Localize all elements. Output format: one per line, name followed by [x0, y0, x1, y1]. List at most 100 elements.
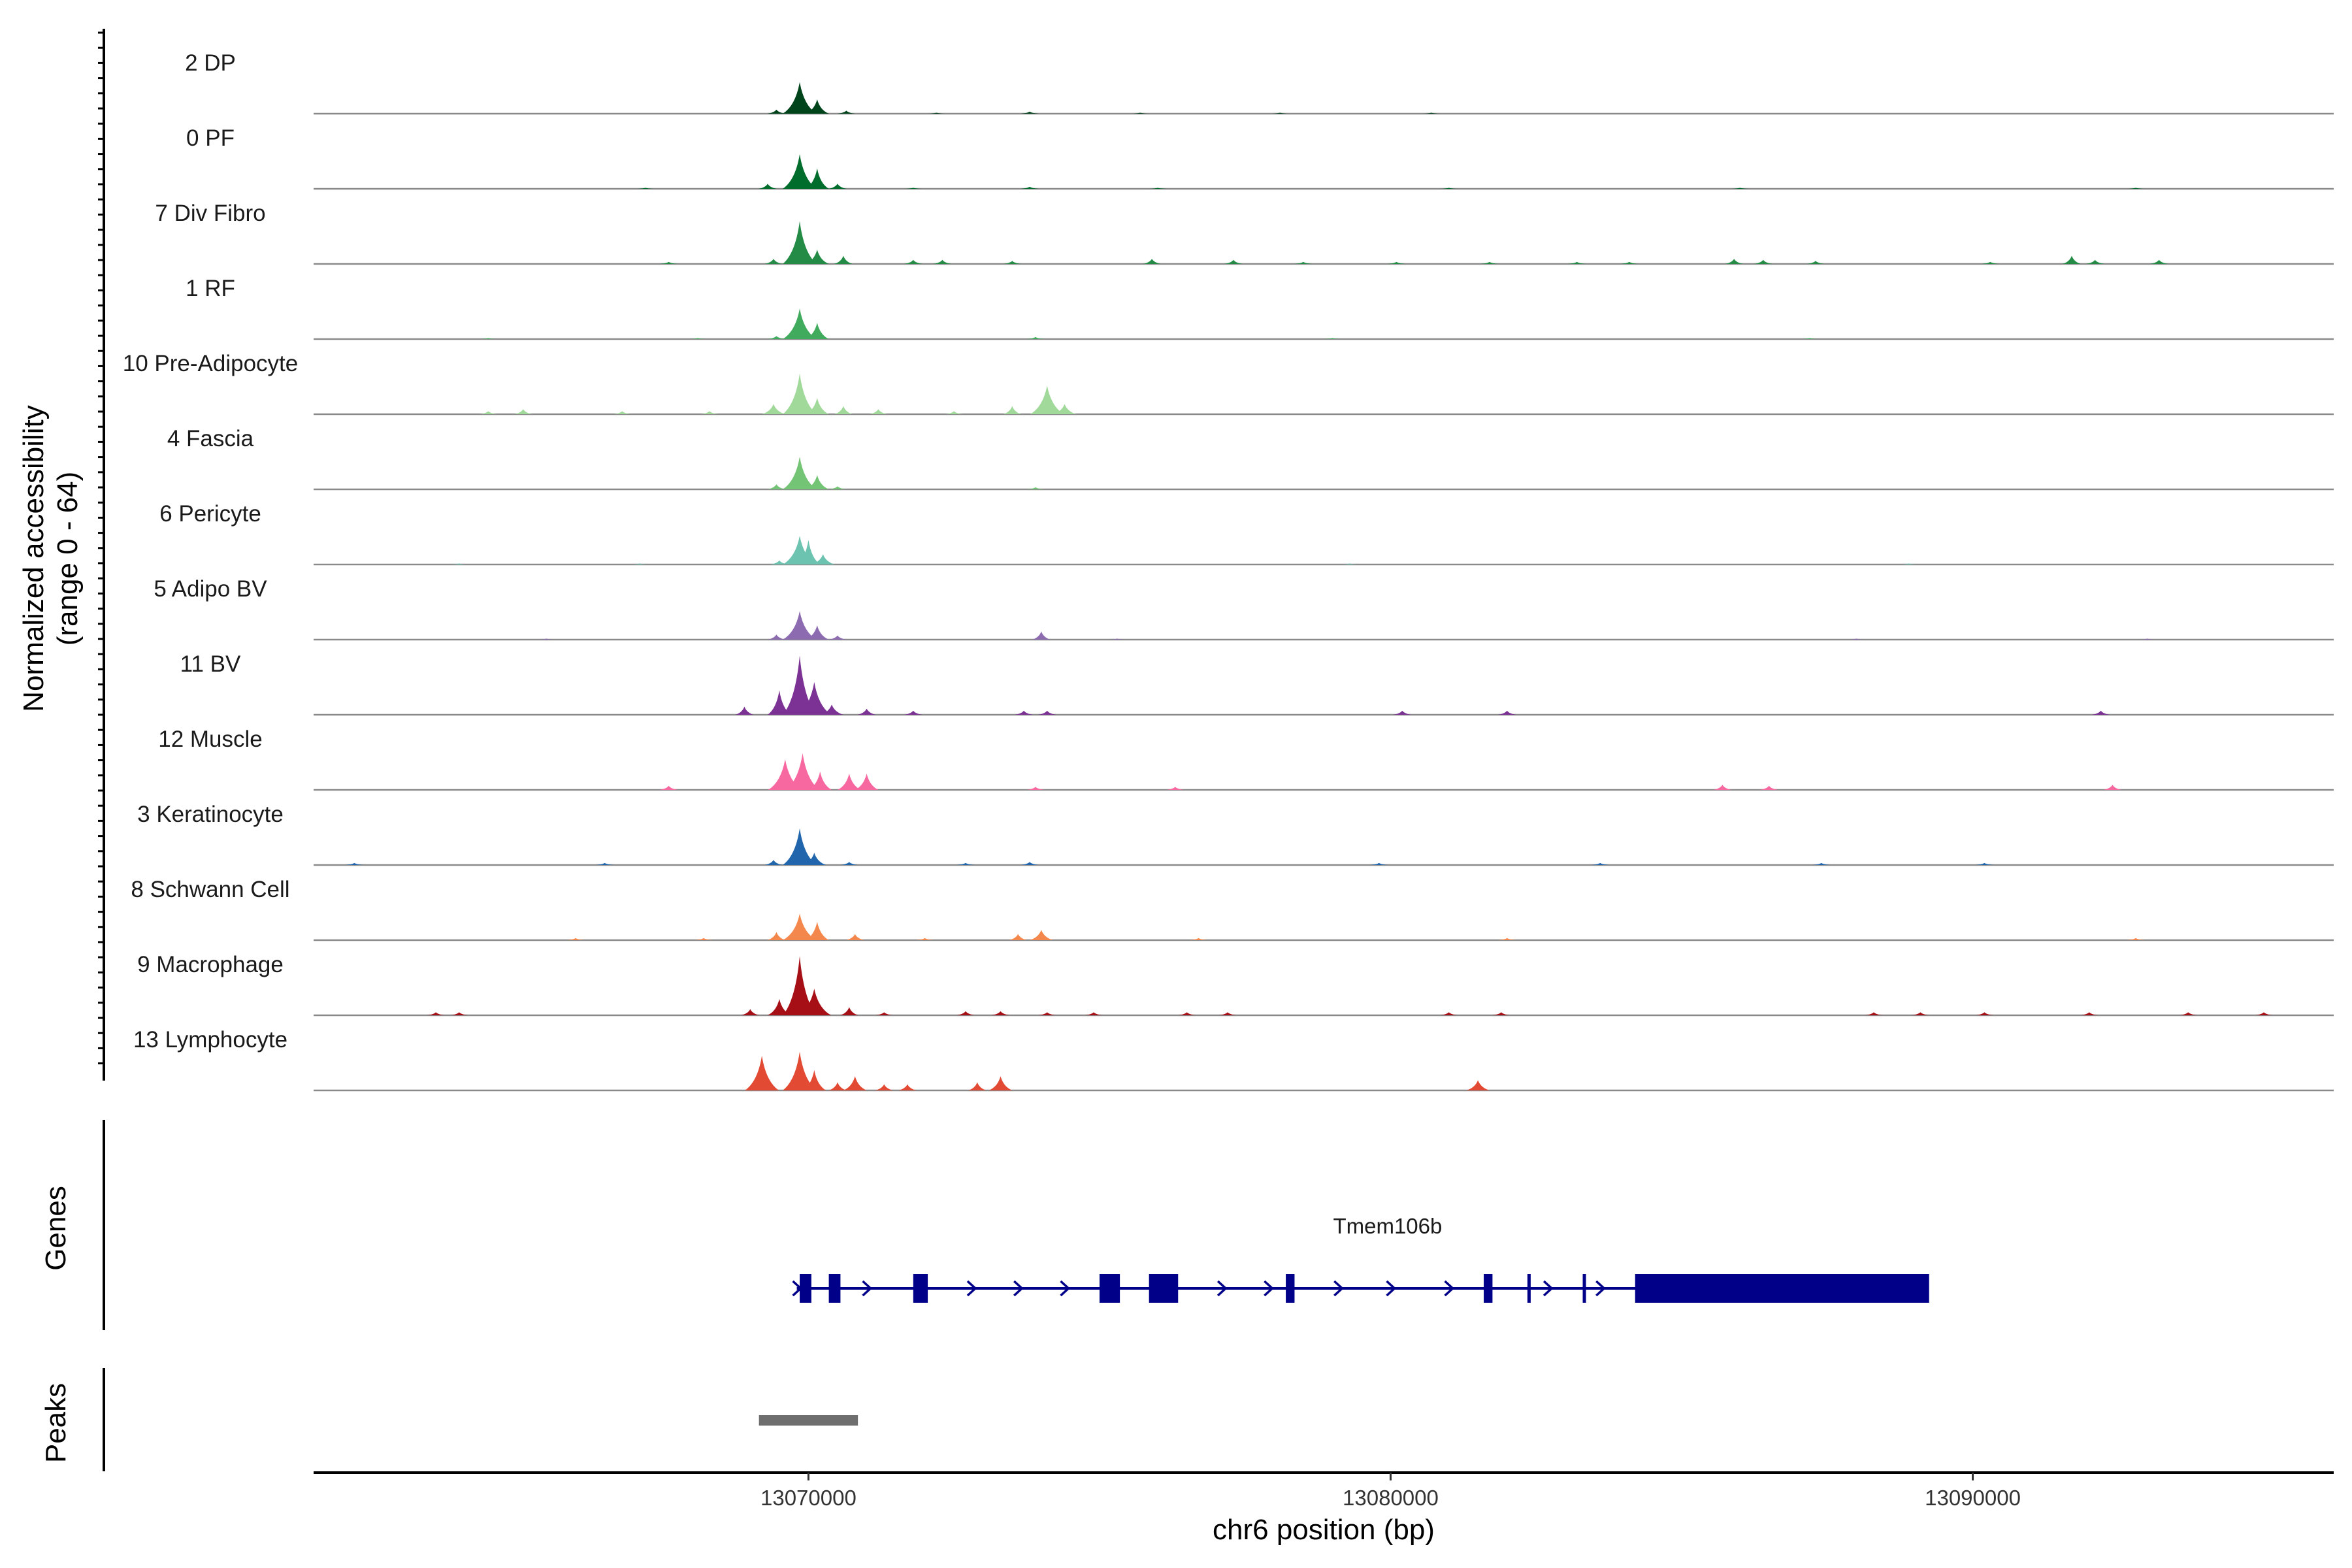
track-label: 7 Div Fibro	[155, 201, 265, 226]
coverage-peak	[1026, 336, 1045, 339]
coverage-peak	[770, 560, 789, 564]
track-3: 7 Div Fibro	[155, 201, 2334, 265]
coverage-peak	[1480, 261, 1499, 264]
coverage-peak	[767, 336, 786, 339]
x-axis-tick-label: 13080000	[1343, 1486, 1439, 1510]
coverage-peak	[956, 1011, 975, 1015]
coverage-peak	[968, 1082, 987, 1090]
coverage-peak	[566, 938, 585, 940]
coverage-peak	[898, 1084, 917, 1090]
coverage-peak	[805, 398, 829, 414]
coverage-peak	[783, 457, 817, 489]
track-label: 13 Lymphocyte	[133, 1027, 287, 1053]
coverage-peak	[988, 1076, 1013, 1090]
coverage-peak	[595, 862, 614, 865]
coverage-peak	[1975, 1012, 1994, 1015]
track-label: 3 Keratinocyte	[137, 802, 284, 827]
coverage-peak	[927, 112, 946, 114]
coverage-peak	[1166, 787, 1184, 790]
coverage-peak	[783, 913, 817, 940]
coverage-peak	[805, 250, 829, 264]
coverage-peak	[820, 704, 844, 715]
coverage-peak	[1899, 563, 1918, 564]
coverage-peak	[1497, 938, 1516, 940]
coverage-peak	[783, 956, 817, 1015]
coverage-peak	[1143, 259, 1162, 264]
coverage-peak	[613, 411, 632, 414]
coverage-peak	[1107, 638, 1126, 640]
coverage-peak	[1847, 638, 1866, 640]
coverage-peak	[1021, 862, 1039, 865]
coverage-peak	[837, 110, 856, 114]
track-1: 2 DP	[185, 50, 2334, 115]
track-label: 2 DP	[185, 50, 236, 76]
coverage-peak	[783, 1051, 817, 1090]
coverage-peak	[828, 635, 847, 640]
coverage-peak	[2080, 1012, 2099, 1015]
coverage-peak	[449, 563, 468, 564]
coverage-peak	[933, 259, 952, 264]
coverage-peak	[1003, 406, 1022, 414]
coverage-peak	[796, 540, 821, 564]
coverage-peak	[2179, 1012, 2198, 1015]
coverage-peak	[783, 154, 817, 189]
track-6: 4 Fascia	[167, 426, 2334, 491]
strand-arrow-icon	[966, 1280, 977, 1297]
coverage-peak	[1567, 261, 1586, 264]
coverage-peak	[1439, 1012, 1458, 1015]
coverage-peak	[759, 184, 777, 189]
coverage-peak	[764, 860, 783, 865]
coverage-peak	[783, 221, 817, 264]
coverage-peak	[1021, 111, 1039, 114]
coverage-peak	[797, 988, 832, 1015]
coverage-peak	[915, 938, 934, 940]
coverage-peak	[630, 563, 649, 564]
coverage-peak	[659, 785, 678, 790]
gene-exon	[913, 1274, 928, 1303]
gene-track: Tmem106b	[792, 1214, 1929, 1303]
coverage-peak	[1492, 1012, 1511, 1015]
coverage-peak	[840, 862, 858, 865]
coverage-peak	[1224, 259, 1243, 264]
coverage-peak	[2149, 259, 2168, 264]
gene-exon	[828, 1274, 841, 1303]
track-label: 5 Adipo BV	[154, 576, 267, 602]
coverage-peak	[805, 625, 829, 640]
coverage-peak	[783, 655, 817, 715]
peak-region	[759, 1415, 858, 1426]
strand-arrow-icon	[1543, 1280, 1554, 1297]
track-label: 1 RF	[186, 276, 235, 301]
coverage-peak	[735, 706, 754, 715]
track-label: 0 PF	[186, 125, 235, 151]
coverage-peak	[1015, 710, 1034, 715]
coverage-peak	[689, 338, 708, 339]
coverage-peak	[1026, 487, 1045, 489]
coverage-peak	[1497, 710, 1516, 715]
coverage-peak	[1865, 1012, 1884, 1015]
track-label: 8 Schwann Cell	[131, 877, 289, 902]
coverage-peak	[2091, 710, 2110, 715]
coverage-peak	[843, 1076, 867, 1090]
coverage-tracks: 2 DP 0 PF 7 Div Fibro 1 RF 10 Pre-Adipocyte 4…	[123, 50, 2334, 1092]
coverage-peak	[1422, 112, 1441, 114]
x-axis-tick-label: 13070000	[760, 1486, 857, 1510]
coverage-peak	[2085, 259, 2104, 264]
coverage-peak	[1323, 338, 1342, 339]
coverage-peak	[1981, 261, 2000, 264]
coverage-peak	[1003, 261, 1022, 264]
coverage-peak	[479, 411, 498, 414]
coverage-peak	[1131, 112, 1150, 114]
coverage-peak	[805, 475, 829, 489]
coverage-peak	[2127, 938, 2146, 940]
coverage-peak	[767, 999, 791, 1015]
coverage-peak	[1759, 785, 1778, 790]
coverage-peak	[1189, 938, 1208, 940]
track-11: 3 Keratinocyte	[137, 802, 2334, 866]
coverage-peak	[1754, 259, 1772, 264]
coverage-peak	[1030, 385, 1064, 414]
gene-exon	[1635, 1274, 1929, 1303]
coverage-peak	[449, 1012, 468, 1015]
coverage-peak	[1713, 785, 1732, 790]
coverage-peak	[1037, 710, 1056, 715]
